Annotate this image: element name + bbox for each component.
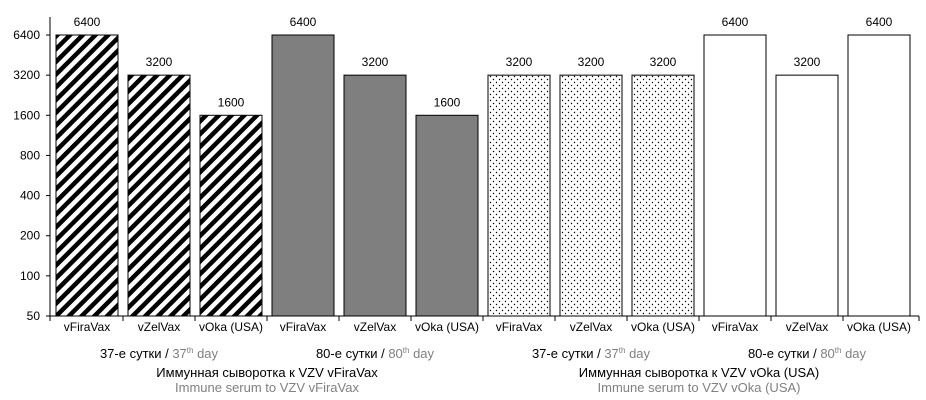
x-category-label: vFiraVax bbox=[64, 320, 110, 334]
day-group-sup: th bbox=[403, 346, 410, 355]
bar-value-label: 3200 bbox=[362, 55, 389, 69]
y-tick-label: 800 bbox=[20, 148, 40, 162]
bar-value-label: 3200 bbox=[506, 55, 533, 69]
bar-value-label: 1600 bbox=[218, 95, 245, 109]
bar-value-label: 6400 bbox=[722, 15, 749, 29]
y-tick-label: 100 bbox=[20, 269, 40, 283]
day-group-label: 80-е сутки / 80th day bbox=[748, 346, 867, 361]
day-group-ru: 37-е сутки / bbox=[100, 346, 172, 361]
x-category-label: vOka (USA) bbox=[847, 320, 911, 334]
bar bbox=[847, 34, 911, 317]
day-group-en: 37 bbox=[172, 346, 186, 361]
group-labels: 37-е сутки / 37th day 80-е сутки / 80th d… bbox=[100, 346, 867, 395]
bar-value-label: 6400 bbox=[866, 15, 893, 29]
bar bbox=[55, 34, 119, 317]
serum-group-label-ru: Иммунная сыворотка к VZV vOka (USA) bbox=[579, 365, 819, 380]
bar-value-label: 3200 bbox=[578, 55, 605, 69]
x-category-label: vZelVax bbox=[354, 320, 396, 334]
bar-value-label: 3200 bbox=[650, 55, 677, 69]
bar bbox=[199, 114, 263, 317]
day-group-label: 37-е сутки / 37th day bbox=[532, 346, 651, 361]
day-group-ru: 37-е сутки / bbox=[532, 346, 604, 361]
day-group-en: 37 bbox=[604, 346, 618, 361]
y-tick-label: 400 bbox=[20, 189, 40, 203]
bar bbox=[415, 114, 479, 317]
y-tick-label: 50 bbox=[27, 309, 41, 323]
serum-group-label-en: Immune serum to VZV vFiraVax bbox=[175, 380, 359, 395]
bar-value-label: 6400 bbox=[74, 15, 101, 29]
bar bbox=[631, 74, 695, 317]
day-group-sup: th bbox=[187, 346, 194, 355]
x-axis: vFiraVax vZelVax vOka (USA) vFiraVax vZelVax… bbox=[49, 315, 920, 334]
y-tick-label: 200 bbox=[20, 229, 40, 243]
day-group-en-post: day bbox=[841, 346, 866, 361]
bars: 6400 3200 1600 6400 3200 1600 3200 3200 3200 6400… bbox=[55, 15, 911, 317]
x-category-label: vOka (USA) bbox=[199, 320, 263, 334]
bar-value-label: 1600 bbox=[434, 95, 461, 109]
bar-value-label: 6400 bbox=[290, 15, 317, 29]
bar bbox=[703, 34, 767, 317]
bar bbox=[775, 74, 839, 317]
x-category-label: vFiraVax bbox=[496, 320, 542, 334]
y-axis: 50 100 200 400 800 1600 3200 6400 bbox=[13, 17, 51, 323]
day-group-ru: 80-е сутки / bbox=[316, 346, 388, 361]
x-category-label: vOka (USA) bbox=[631, 320, 695, 334]
day-group-en-post: day bbox=[625, 346, 650, 361]
day-group-label: 80-е сутки / 80th day bbox=[316, 346, 435, 361]
x-category-label: vFiraVax bbox=[280, 320, 326, 334]
y-tick-label: 3200 bbox=[13, 68, 40, 82]
day-group-label: 37-е сутки / 37th day bbox=[100, 346, 219, 361]
serum-group-label-ru: Иммунная сыворотка к VZV vFiraVax bbox=[156, 365, 378, 380]
day-group-ru: 80-е сутки / bbox=[748, 346, 820, 361]
y-tick-label: 6400 bbox=[13, 28, 40, 42]
bar-value-label: 3200 bbox=[794, 55, 821, 69]
bar bbox=[343, 74, 407, 317]
y-tick-label: 1600 bbox=[13, 108, 40, 122]
serum-group-label-en: Immune serum to VZV vOka (USA) bbox=[598, 380, 801, 395]
day-group-en-post: day bbox=[193, 346, 218, 361]
bar bbox=[487, 74, 551, 317]
x-category-label: vFiraVax bbox=[712, 320, 758, 334]
day-group-sup: th bbox=[835, 346, 842, 355]
day-group-en: 80 bbox=[820, 346, 834, 361]
bar bbox=[559, 74, 623, 317]
x-category-label: vZelVax bbox=[570, 320, 612, 334]
bar-value-label: 3200 bbox=[146, 55, 173, 69]
x-category-label: vZelVax bbox=[786, 320, 828, 334]
day-group-en: 80 bbox=[388, 346, 402, 361]
bar bbox=[271, 34, 335, 317]
day-group-en-post: day bbox=[409, 346, 434, 361]
day-group-sup: th bbox=[619, 346, 626, 355]
x-category-label: vZelVax bbox=[138, 320, 180, 334]
bar bbox=[127, 74, 191, 317]
x-category-label: vOka (USA) bbox=[415, 320, 479, 334]
